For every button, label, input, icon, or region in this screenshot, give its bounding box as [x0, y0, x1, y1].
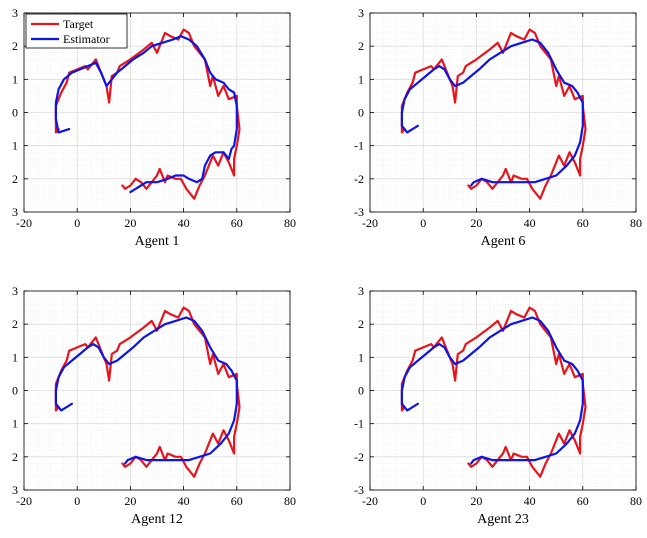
x-tick-label: 20	[124, 494, 136, 508]
panel-caption: Agent 12	[131, 512, 183, 527]
x-tick-label: 40	[524, 494, 536, 508]
x-tick-label: 60	[577, 216, 589, 230]
x-tick-label: 40	[524, 216, 536, 230]
x-tick-label: -20	[362, 216, 378, 230]
panel-caption: Agent 23	[477, 512, 529, 527]
y-tick-label: 2	[12, 39, 18, 53]
y-tick-label: -3	[354, 483, 364, 497]
y-tick-label: 3	[358, 284, 364, 298]
y-tick-label: 0	[358, 384, 364, 398]
y-tick-label: -1	[354, 417, 364, 431]
legend-box	[25, 13, 128, 49]
x-tick-label: 80	[284, 494, 296, 508]
series-line-estimator	[400, 38, 584, 187]
x-tick-label: -20	[16, 494, 32, 508]
legend-label: Target	[63, 17, 94, 31]
x-tick-label: 0	[74, 216, 80, 230]
x-tick-label: 40	[178, 216, 190, 230]
chart-panel-3: -20 0 20 40 60 80 3 2 1 0 1 2 3 Agent 12	[12, 284, 296, 527]
series-line-estimator	[54, 35, 238, 194]
y-tick-label: -1	[354, 139, 364, 153]
x-tick-label: 0	[420, 494, 426, 508]
legend-label: Estimator	[63, 32, 110, 46]
y-tick-label: 0	[12, 106, 18, 120]
x-tick-label: 20	[470, 494, 482, 508]
panel-caption: Agent 1	[135, 234, 180, 249]
x-tick-label: 0	[420, 216, 426, 230]
x-tick-label: 60	[231, 216, 243, 230]
x-tick-label: 60	[577, 494, 589, 508]
y-tick-label: 3	[12, 284, 18, 298]
x-tick-label: 0	[74, 494, 80, 508]
chart-panel-4: -20 0 20 40 60 80 3 2 1 0 -1 -2 -3 Agent 23	[354, 284, 642, 527]
series-line-estimator	[400, 316, 584, 465]
y-tick-label: 3	[12, 6, 18, 20]
x-tick-label: 80	[284, 216, 296, 230]
x-tick-label: 80	[630, 216, 642, 230]
x-tick-label: 40	[178, 494, 190, 508]
chart-panel-2: -20 0 20 40 60 80 3 2 1 0 -1 -2 -3 Agent 6	[354, 6, 642, 249]
x-tick-label: -20	[16, 216, 32, 230]
y-tick-label: 2	[358, 317, 364, 331]
series-line-estimator	[54, 316, 238, 465]
panel-caption: Agent 6	[481, 234, 526, 249]
y-tick-label: 1	[358, 72, 364, 86]
y-tick-label: 1	[358, 350, 364, 364]
x-tick-label: 20	[124, 216, 136, 230]
y-tick-label: 1	[12, 139, 18, 153]
y-tick-label: 2	[12, 450, 18, 464]
y-tick-label: 1	[12, 417, 18, 431]
y-tick-label: -2	[354, 172, 364, 186]
y-tick-label: 3	[12, 205, 18, 219]
y-tick-label: 2	[12, 317, 18, 331]
x-tick-label: 20	[470, 216, 482, 230]
y-tick-label: 3	[12, 483, 18, 497]
y-tick-label: 2	[12, 172, 18, 186]
y-tick-label: 2	[358, 39, 364, 53]
y-tick-label: -2	[354, 450, 364, 464]
y-tick-label: 3	[358, 6, 364, 20]
y-tick-label: 0	[358, 106, 364, 120]
x-tick-label: 60	[231, 494, 243, 508]
y-tick-label: 0	[12, 384, 18, 398]
x-tick-label: -20	[362, 494, 378, 508]
chart-panel-1: -20 0 20 40 60 80 3 2 1 0 1 2 3 Agent 1 TargetEstimato…	[12, 6, 296, 249]
y-tick-label: -3	[354, 205, 364, 219]
x-tick-label: 80	[630, 494, 642, 508]
y-tick-label: 1	[12, 72, 18, 86]
y-tick-label: 1	[12, 350, 18, 364]
